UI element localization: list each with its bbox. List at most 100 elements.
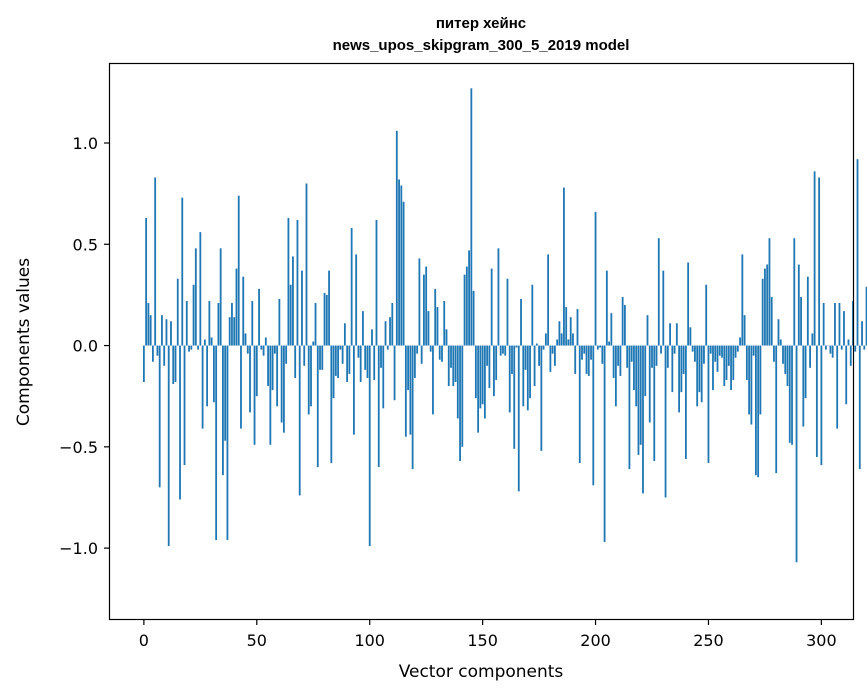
bar-86 — [337, 345, 339, 378]
bar-4 — [152, 345, 154, 362]
x-tick-label: 0 — [139, 631, 149, 650]
bar-179 — [547, 254, 550, 346]
bar-82 — [328, 270, 330, 346]
bar-112 — [395, 130, 398, 346]
bar-253 — [714, 345, 717, 362]
bar-78 — [319, 345, 321, 370]
bar-92 — [350, 228, 353, 346]
bar-279 — [773, 345, 775, 362]
bar-151 — [483, 345, 486, 419]
bar-88 — [341, 345, 344, 364]
bar-98 — [364, 345, 367, 370]
bar-242 — [689, 327, 692, 346]
bar-270 — [752, 345, 755, 356]
bar-154 — [490, 268, 493, 346]
bar-310 — [843, 311, 845, 346]
bar-8 — [161, 315, 163, 346]
bar-220 — [639, 345, 642, 445]
chart-title-line-2: news_upos_skipgram_300_5_2019 model — [333, 37, 630, 54]
y-axis-label: Components values — [14, 258, 34, 426]
bar-96 — [359, 345, 362, 383]
bar-250 — [707, 345, 710, 464]
bar-300 — [820, 345, 823, 466]
bar-291 — [800, 296, 802, 346]
bar-75 — [312, 341, 315, 346]
bar-83 — [330, 345, 333, 464]
bar-229 — [660, 345, 662, 354]
bar-87 — [339, 345, 342, 350]
bar-71 — [303, 345, 306, 366]
bar-175 — [538, 345, 540, 366]
bar-217 — [633, 345, 635, 391]
x-tick-label: 250 — [693, 631, 724, 650]
bar-17 — [181, 197, 184, 346]
bar-142 — [463, 274, 466, 346]
bar-248 — [703, 345, 705, 364]
bar-160 — [504, 345, 507, 356]
bar-35 — [222, 345, 224, 476]
bar-265 — [741, 254, 744, 346]
bar-297 — [813, 171, 816, 346]
bar-206 — [608, 341, 610, 346]
bar-296 — [811, 333, 814, 346]
bar-278 — [770, 296, 773, 346]
bar-16 — [179, 345, 181, 500]
y-tick-label: 0.5 — [73, 235, 98, 254]
y-tick-label: 1.0 — [73, 134, 98, 153]
chart-title-line-1: питер хейнс — [436, 15, 526, 32]
bar-319 — [863, 345, 866, 350]
bar-0 — [142, 345, 145, 383]
bar-108 — [386, 345, 389, 350]
bar-135 — [447, 345, 450, 387]
bar-283 — [782, 345, 784, 364]
bar-59 — [276, 345, 279, 407]
bar-168 — [522, 345, 525, 407]
bar-153 — [488, 345, 491, 389]
bar-264 — [739, 337, 741, 346]
bar-95 — [357, 345, 360, 358]
bar-39 — [231, 303, 233, 346]
bar-165 — [515, 345, 518, 348]
bar-38 — [228, 317, 231, 346]
bar-14 — [174, 345, 177, 383]
bar-266 — [743, 315, 746, 346]
bar-114 — [400, 185, 403, 346]
bar-190 — [572, 333, 574, 346]
bar-131 — [438, 345, 441, 360]
bar-184 — [558, 321, 561, 346]
bar-53 — [262, 345, 265, 356]
bar-57 — [271, 345, 274, 391]
bar-224 — [648, 345, 651, 423]
bar-105 — [380, 345, 382, 368]
bar-311 — [845, 345, 848, 405]
bar-42 — [237, 195, 240, 346]
bar-30 — [210, 337, 213, 346]
bar-232 — [666, 345, 669, 368]
bar-104 — [377, 345, 380, 468]
bar-69 — [298, 345, 301, 496]
bar-157 — [497, 248, 500, 346]
bar-119 — [411, 345, 414, 470]
bar-79 — [321, 345, 324, 370]
bar-45 — [244, 333, 247, 346]
bar-170 — [526, 345, 529, 411]
bar-20 — [188, 345, 190, 352]
bar-286 — [788, 345, 791, 443]
bar-182 — [553, 345, 556, 366]
bar-144 — [468, 250, 470, 346]
bar-219 — [637, 345, 640, 455]
bar-34 — [219, 248, 222, 346]
bar-150 — [481, 345, 484, 405]
bar-199 — [592, 345, 595, 486]
bar-122 — [418, 258, 421, 346]
bar-113 — [398, 179, 400, 346]
bar-307 — [836, 345, 839, 429]
bar-306 — [834, 303, 836, 346]
bar-68 — [296, 219, 299, 346]
bar-138 — [454, 345, 457, 383]
bar-208 — [612, 345, 615, 378]
bar-308 — [838, 303, 841, 346]
bar-27 — [203, 339, 206, 346]
bar-121 — [416, 345, 419, 354]
bar-13 — [172, 345, 175, 385]
